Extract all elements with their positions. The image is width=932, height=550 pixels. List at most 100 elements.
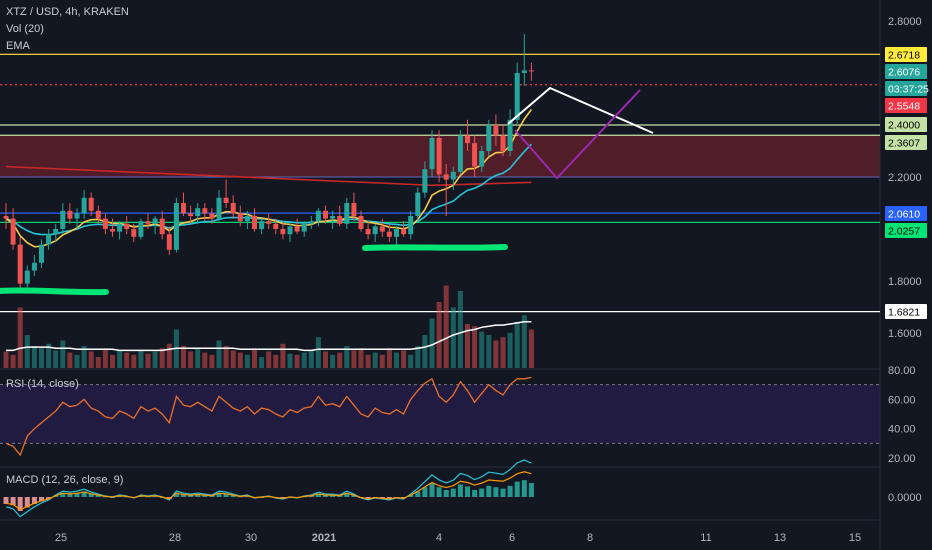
symbol-title[interactable]: XTZ / USD, 4h, KRAKEN: [6, 6, 129, 18]
volume-bar: [17, 307, 23, 368]
volume-bar: [252, 348, 257, 368]
macd-histogram-bar: [479, 488, 485, 497]
candle-body: [223, 197, 229, 203]
candle-body: [358, 216, 364, 229]
volume-indicator-label[interactable]: Vol (20): [6, 23, 44, 35]
candle-body: [429, 138, 435, 170]
candle-body: [528, 70, 534, 72]
projection-line-purple[interactable]: [514, 89, 641, 180]
volume-bar: [422, 335, 428, 368]
candle-body: [472, 143, 478, 167]
macd-histogram-bar: [507, 485, 513, 497]
rsi-tick-label: 40.00: [888, 424, 916, 436]
candle-body: [443, 174, 449, 180]
volume-bar: [88, 351, 94, 368]
price-tag-label: 1.6821: [888, 307, 920, 319]
macd-histogram-bar: [17, 497, 23, 511]
volume-bar: [81, 346, 87, 368]
volume-bar: [280, 343, 286, 368]
volume-bar: [379, 354, 385, 368]
macd-histogram-bar: [67, 493, 73, 497]
macd-histogram-bar: [173, 492, 179, 497]
rsi-band: [0, 384, 880, 444]
macd-histogram-bar: [493, 487, 499, 497]
volume-bar: [152, 351, 158, 368]
candle-body: [10, 218, 16, 245]
macd-histogram-bar: [188, 494, 194, 497]
macd-histogram-bar: [46, 497, 52, 500]
volume-bar: [408, 354, 414, 368]
candle-body: [74, 213, 80, 219]
candle-body: [188, 213, 194, 216]
rsi-tick-label: 60.00: [888, 394, 916, 406]
volume-bar: [323, 351, 328, 368]
volume-bar: [365, 354, 371, 368]
volume-bar: [486, 335, 492, 368]
price-tag-label: 2.6076: [888, 67, 920, 79]
candle-body: [60, 210, 66, 229]
time-tick-label: 8: [587, 532, 593, 544]
ema-long-line: [5, 165, 532, 187]
volume-bar: [514, 321, 520, 368]
time-tick-label: 30: [245, 532, 257, 544]
candle-body: [330, 216, 336, 219]
macd-histogram-bar: [166, 497, 172, 500]
time-tick-label: 28: [169, 532, 181, 544]
volume-bar: [351, 350, 357, 368]
candle-body: [351, 203, 357, 216]
volume-bar: [166, 343, 172, 368]
macd-histogram-bar: [450, 488, 456, 497]
macd-histogram-bar: [472, 490, 478, 497]
candle-body: [323, 210, 328, 219]
macd-histogram-bar: [81, 491, 87, 497]
candle-body: [117, 223, 123, 232]
volume-bar: [10, 354, 16, 368]
volume-bar: [110, 354, 115, 368]
candle-body: [110, 229, 115, 232]
macd-histogram-bar: [500, 488, 506, 497]
macd-histogram-bar: [330, 494, 336, 497]
candle-body: [31, 262, 37, 271]
candle-body: [365, 229, 371, 235]
price-tag-box: [885, 206, 927, 221]
candle-body: [131, 229, 137, 237]
volume-bar: [330, 354, 336, 368]
candle-body: [145, 221, 151, 224]
candle-body: [252, 216, 257, 229]
volume-bar: [102, 348, 108, 368]
candle-body: [514, 73, 520, 120]
volume-bar: [493, 340, 499, 368]
volume-bar: [294, 354, 300, 368]
macd-histogram-bar: [415, 491, 421, 497]
macd-histogram-bar: [351, 494, 357, 497]
volume-bar: [31, 346, 37, 368]
volume-bar: [60, 340, 66, 368]
price-tag-label: 2.0610: [888, 209, 920, 221]
projection-line-white[interactable]: [507, 86, 654, 134]
volume-bar: [195, 348, 201, 368]
volume-bar: [528, 329, 534, 368]
ema-indicator-label[interactable]: EMA: [6, 40, 30, 52]
candle-body: [521, 70, 527, 73]
macd-indicator-label[interactable]: MACD (12, 26, close, 9): [6, 474, 124, 486]
macd-histogram-bar: [223, 493, 229, 497]
volume-bar: [415, 346, 421, 368]
macd-histogram-bar: [365, 497, 371, 500]
price-tick-label: 2.2000: [888, 172, 922, 184]
candle-body: [81, 197, 87, 214]
rsi-indicator-label[interactable]: RSI (14, close): [6, 378, 79, 390]
volume-bar: [443, 285, 449, 368]
candle-body: [266, 221, 272, 224]
candle-body: [88, 197, 94, 211]
volume-ma-line: [6, 321, 532, 352]
time-tick-label: 15: [849, 532, 861, 544]
candle-body: [337, 216, 343, 224]
volume-bar: [273, 354, 279, 368]
macd-tick-label: 0.0000: [888, 492, 922, 504]
volume-bar: [450, 307, 456, 368]
volume-bar: [507, 332, 513, 368]
candle-body: [3, 216, 9, 219]
candle-body: [415, 192, 421, 216]
